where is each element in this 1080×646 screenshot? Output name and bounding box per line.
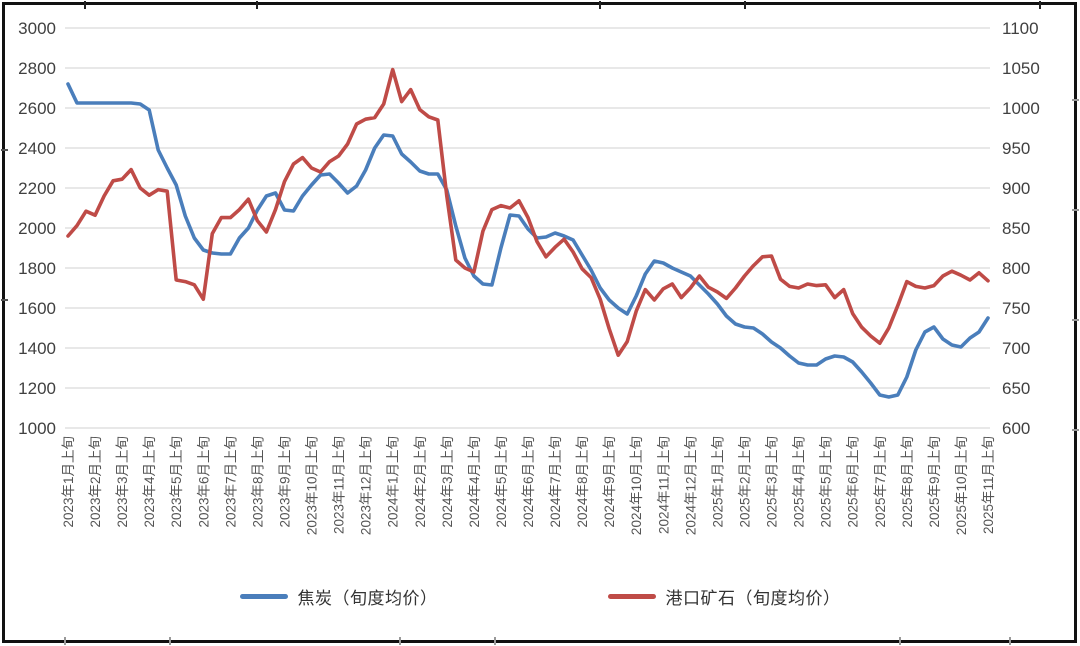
legend-item-coke: 焦炭（旬度均价） xyxy=(239,584,438,609)
x-axis-label: 2023年3月上旬 xyxy=(115,436,130,528)
left-axis-tick: 2600 xyxy=(18,99,56,118)
x-axis-label: 2023年12月上旬 xyxy=(359,436,374,535)
x-axis-label: 2023年7月上旬 xyxy=(223,436,238,528)
x-axis-label: 2023年11月上旬 xyxy=(332,436,347,534)
right-axis-tick: 1050 xyxy=(1002,59,1040,78)
x-axis-label: 2024年2月上旬 xyxy=(413,436,428,528)
x-axis-label: 2025年11月上旬 xyxy=(981,436,996,534)
right-axis-tick: 1100 xyxy=(1002,19,1039,38)
x-axis-label: 2025年1月上旬 xyxy=(710,436,725,528)
x-axis-label: 2023年8月上旬 xyxy=(250,436,265,528)
x-axis-label: 2025年8月上旬 xyxy=(900,436,915,528)
x-axis-label: 2024年3月上旬 xyxy=(440,436,455,528)
x-axis-label: 2024年10月上旬 xyxy=(629,436,644,535)
x-axis-label: 2024年9月上旬 xyxy=(602,436,617,528)
x-axis-label: 2024年4月上旬 xyxy=(467,436,482,528)
right-axis-tick: 1000 xyxy=(1002,99,1040,118)
right-axis-tick: 950 xyxy=(1002,139,1030,158)
left-axis-tick: 1000 xyxy=(18,419,56,438)
ore-price-line xyxy=(66,67,990,358)
x-axis-label: 2024年7月上旬 xyxy=(548,436,563,528)
x-axis-label: 2025年10月上旬 xyxy=(954,436,969,535)
x-axis-label: 2023年10月上旬 xyxy=(305,436,320,535)
x-axis-label: 2024年12月上旬 xyxy=(683,436,698,535)
gridlines xyxy=(65,27,990,429)
x-axis-label: 2025年2月上旬 xyxy=(737,436,752,528)
coke-legend-label: 焦炭（旬度均价） xyxy=(297,589,438,608)
x-axis-label: 2024年6月上旬 xyxy=(521,436,536,528)
x-axis-label: 2023年6月上旬 xyxy=(196,436,211,528)
left-axis-tick: 3000 xyxy=(18,19,56,38)
right-axis-tick: 850 xyxy=(1002,219,1030,238)
x-axis-label: 2023年2月上旬 xyxy=(88,436,103,528)
coke-line-swatch xyxy=(239,594,288,599)
x-axis-label: 2023年5月上旬 xyxy=(169,436,184,528)
x-axis-label: 2023年1月上旬 xyxy=(61,436,76,528)
x-axis-label: 2025年3月上旬 xyxy=(765,436,780,528)
x-axis-label: 2024年5月上旬 xyxy=(494,436,509,528)
x-axis-label: 2025年6月上旬 xyxy=(846,436,861,528)
left-axis-tick: 2200 xyxy=(18,179,56,198)
x-axis-label: 2023年4月上旬 xyxy=(142,436,157,528)
y-axis-right-labels: 1100 1050 1000 950 900 850 800 750 700 650 600 xyxy=(1002,19,1040,438)
left-axis-tick: 1400 xyxy=(18,339,56,358)
y-axis-left-labels: 3000 2800 2600 2400 2200 2000 1800 1600 1400 1200… xyxy=(18,19,56,438)
x-axis-label: 2025年9月上旬 xyxy=(927,436,942,528)
left-axis-tick: 2000 xyxy=(18,219,56,238)
x-axis-label: 2025年7月上旬 xyxy=(873,436,888,528)
left-axis-tick: 1800 xyxy=(18,259,56,278)
left-axis-tick: 2800 xyxy=(18,59,56,78)
x-axis-label: 2023年9月上旬 xyxy=(277,436,292,528)
legend-item-ore: 港口矿石（旬度均价） xyxy=(607,584,841,609)
x-axis-label: 2025年5月上旬 xyxy=(819,436,834,528)
right-axis-tick: 700 xyxy=(1002,339,1030,358)
ore-line-swatch xyxy=(607,594,656,599)
right-axis-tick: 800 xyxy=(1002,259,1030,278)
x-axis-label: 2024年11月上旬 xyxy=(656,436,671,534)
x-axis-label: 2025年4月上旬 xyxy=(792,436,807,528)
left-axis-tick: 1200 xyxy=(18,379,56,398)
x-axis-label: 2024年1月上旬 xyxy=(386,436,401,528)
right-axis-tick: 900 xyxy=(1002,179,1030,198)
right-axis-tick: 650 xyxy=(1002,379,1030,398)
x-axis-labels: 2023年1月上旬 2023年2月上旬 2023年3月上旬 2023年4月上旬 2023… xyxy=(61,436,996,535)
ore-legend-label: 港口矿石（旬度均价） xyxy=(665,589,841,608)
chart-legend: 焦炭（旬度均价） 港口矿石（旬度均价） xyxy=(0,584,1080,609)
right-axis-tick: 750 xyxy=(1002,299,1030,318)
coke-price-line xyxy=(66,82,990,399)
left-axis-tick: 1600 xyxy=(18,299,56,318)
x-axis-label: 2024年8月上旬 xyxy=(575,436,590,528)
left-axis-tick: 2400 xyxy=(18,139,56,158)
right-axis-tick: 600 xyxy=(1002,419,1030,438)
